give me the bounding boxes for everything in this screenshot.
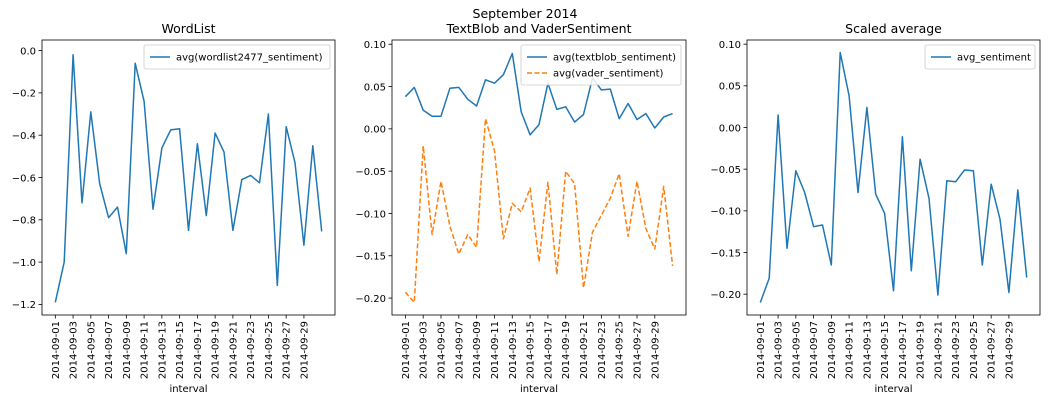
x-tick-label: 2014-09-17 — [193, 321, 204, 379]
x-tick-label: 2014-09-05 — [86, 321, 97, 379]
chart-title: TextBlob and VaderSentiment — [446, 21, 632, 36]
figure-suptitle: September 2014 — [473, 6, 578, 21]
y-tick-label: −0.4 — [12, 131, 36, 142]
x-tick-label: 2014-09-13 — [157, 321, 168, 379]
y-tick-label: 0.0 — [20, 46, 36, 57]
legend-box — [143, 44, 331, 70]
x-tick-label: 2014-09-23 — [246, 321, 257, 379]
x-tick-label: 2014-09-11 — [845, 321, 856, 379]
legend-box — [520, 44, 682, 86]
y-tick-label: −0.05 — [355, 167, 386, 178]
chart-panel-3: Scaled average 0.10 0.05 0.00 −0.05 −0.10 −0.1… — [710, 21, 1041, 395]
y-tick-label: −0.15 — [355, 252, 386, 263]
chart-panel-1: WordList 0.0 −0.2 −0.4 −0.6 −0.8 −1.0 −1.2 2014-… — [12, 21, 336, 395]
x-tick-label: 2014-09-03 — [69, 321, 80, 379]
legend: avg_sentiment — [924, 44, 1036, 70]
x-tick-label: 2014-09-03 — [419, 321, 430, 379]
x-tick-label: 2014-09-11 — [490, 321, 501, 379]
y-tick-label: −0.20 — [710, 290, 741, 301]
x-tick-label: 2014-09-11 — [140, 321, 151, 379]
x-tick-label: 2014-09-05 — [437, 321, 448, 379]
y-tick-label: 0.00 — [719, 123, 741, 134]
y-tick-label: −1.0 — [12, 258, 36, 269]
x-tick-label: 2014-09-23 — [951, 321, 962, 379]
legend-label: avg(vader_sentiment) — [553, 69, 664, 80]
x-tick-label: 2014-09-19 — [561, 321, 572, 379]
x-tick-label: 2014-09-21 — [579, 321, 590, 379]
chart-title: WordList — [162, 21, 216, 36]
x-axis-label: interval — [520, 384, 558, 395]
x-tick-label: 2014-09-19 — [211, 321, 222, 379]
y-tick-label: −0.20 — [355, 294, 386, 305]
x-tick-label: 2014-09-13 — [508, 321, 519, 379]
x-tick-label: 2014-09-15 — [526, 321, 537, 379]
y-tick-label: −0.10 — [355, 209, 386, 220]
x-tick-label: 2014-09-09 — [827, 321, 838, 379]
x-tick-label: 2014-09-15 — [175, 321, 186, 379]
y-tick-label: 0.05 — [364, 82, 386, 93]
y-tick-label: −1.2 — [12, 300, 36, 311]
x-tick-label: 2014-09-01 — [401, 321, 412, 379]
x-tick-label: 2014-09-27 — [282, 321, 293, 379]
x-tick-label: 2014-09-07 — [104, 321, 115, 379]
x-tick-label: 2014-09-01 — [756, 321, 767, 379]
y-tick-label: −0.2 — [12, 89, 36, 100]
x-tick-label: 2014-09-05 — [791, 321, 802, 379]
x-tick-label: 2014-09-03 — [774, 321, 785, 379]
y-tick-label: −0.10 — [710, 207, 741, 218]
x-tick-label: 2014-09-27 — [987, 321, 998, 379]
x-tick-label: 2014-09-17 — [898, 321, 909, 379]
x-tick-label: 2014-09-07 — [809, 321, 820, 379]
x-tick-label: 2014-09-09 — [472, 321, 483, 379]
chart-panel-2: TextBlob and VaderSentiment 0.10 0.05 0.00 −… — [355, 21, 687, 395]
series-line-1 — [54, 54, 323, 303]
y-tick-label: −0.8 — [12, 216, 36, 227]
x-tick-label: 2014-09-21 — [933, 321, 944, 379]
x-tick-label: 2014-09-01 — [51, 321, 62, 379]
x-tick-label: 2014-09-25 — [264, 321, 275, 379]
y-tick-label: −0.15 — [710, 248, 741, 259]
series-line-1 — [404, 52, 673, 136]
legend: avg(wordlist2477_sentiment) — [143, 44, 331, 70]
legend-label: avg(wordlist2477_sentiment) — [176, 53, 323, 64]
legend-label: avg(textblob_sentiment) — [553, 53, 676, 64]
x-tick-label: 2014-09-29 — [299, 321, 310, 379]
axes-frame — [41, 39, 336, 316]
axes-frame — [391, 39, 687, 316]
x-tick-label: 2014-09-07 — [454, 321, 465, 379]
x-tick-label: 2014-09-09 — [122, 321, 133, 379]
y-tick-label: −0.05 — [710, 165, 741, 176]
x-tick-label: 2014-09-29 — [650, 321, 661, 379]
x-tick-label: 2014-09-13 — [862, 321, 873, 379]
x-tick-label: 2014-09-21 — [228, 321, 239, 379]
y-tick-label: 0.10 — [364, 40, 386, 51]
axes-frame — [746, 39, 1041, 316]
x-axis-label: interval — [874, 384, 912, 395]
chart-title: Scaled average — [845, 21, 942, 36]
x-tick-label: 2014-09-15 — [880, 321, 891, 379]
series-line-1 — [759, 51, 1028, 303]
x-axis-label: interval — [169, 384, 207, 395]
y-tick-label: 0.00 — [364, 125, 386, 136]
x-tick-label: 2014-09-29 — [1004, 321, 1015, 379]
y-tick-label: 0.10 — [719, 40, 741, 51]
x-tick-label: 2014-09-19 — [916, 321, 927, 379]
legend-label: avg_sentiment — [957, 53, 1031, 64]
y-tick-label: −0.6 — [12, 173, 36, 184]
x-tick-label: 2014-09-23 — [597, 321, 608, 379]
x-tick-label: 2014-09-17 — [543, 321, 554, 379]
y-tick-label: 0.05 — [719, 82, 741, 93]
legend-box — [924, 44, 1036, 70]
series-line-2 — [404, 117, 674, 304]
x-tick-label: 2014-09-25 — [969, 321, 980, 379]
x-tick-label: 2014-09-25 — [615, 321, 626, 379]
legend: avg(textblob_sentiment) avg(vader_sentime… — [520, 44, 682, 86]
x-tick-label: 2014-09-27 — [633, 321, 644, 379]
